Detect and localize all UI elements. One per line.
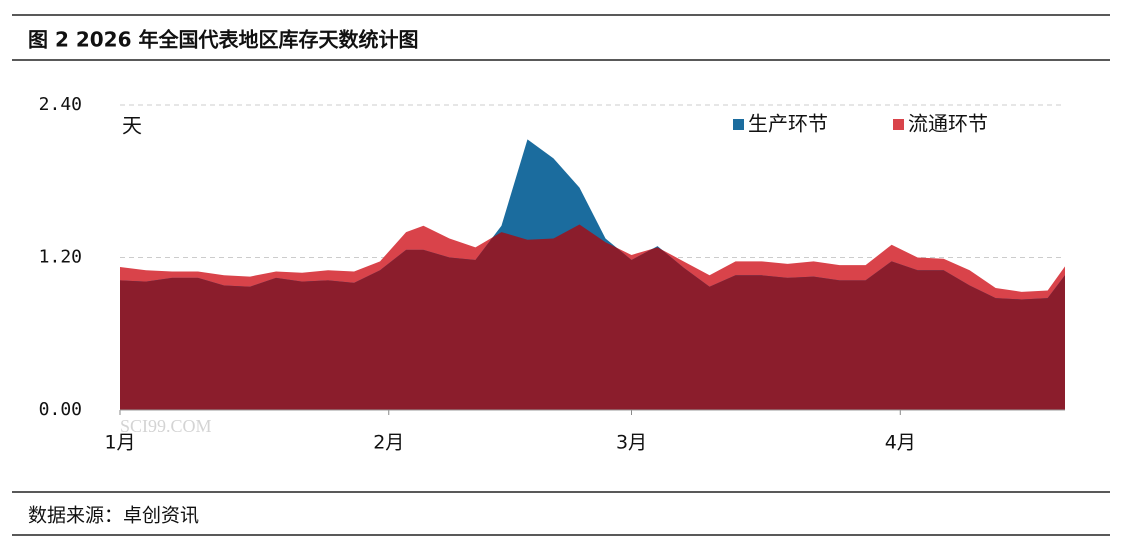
x-tick-label: 3月 (616, 432, 647, 454)
x-tick-label: 4月 (885, 432, 916, 454)
source: 数据来源：卓创资讯 (28, 505, 199, 527)
x-tick-label: 2月 (373, 432, 404, 454)
legend-label: 流通环节 (908, 112, 988, 136)
y-tick-label: 2.40 (39, 94, 82, 115)
y-tick-label: 1.20 (39, 247, 82, 268)
legend-swatch (893, 119, 904, 130)
y-tick-label: 0.00 (39, 399, 82, 420)
chart-title: 图 2 2026 年全国代表地区库存天数统计图 (28, 28, 418, 52)
y-axis-label: 天 (122, 114, 142, 138)
area-overlap (120, 224, 1065, 410)
legend-swatch (733, 119, 744, 130)
legend-label: 生产环节 (748, 112, 828, 136)
watermark: SCI99.COM (120, 416, 212, 436)
x-tick-label: 1月 (104, 432, 135, 454)
